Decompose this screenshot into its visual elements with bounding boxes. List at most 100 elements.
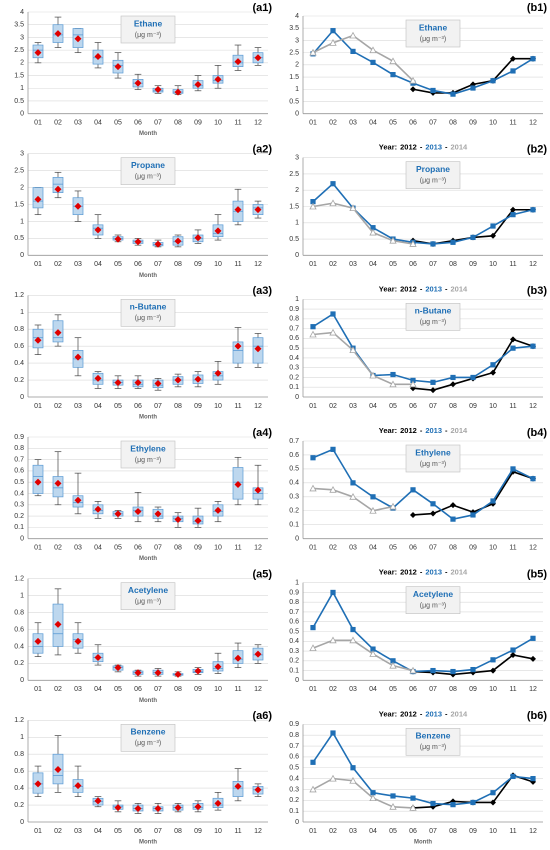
marker <box>389 380 397 388</box>
marker <box>490 799 496 806</box>
mean-marker <box>94 52 102 60</box>
y-tick-label: 0 <box>295 252 299 259</box>
y-tick-label: 0.8 <box>14 445 24 452</box>
y-tick-label: 0.9 <box>289 306 299 313</box>
marker <box>369 650 377 657</box>
marker <box>369 46 377 54</box>
marker <box>490 369 496 376</box>
marker <box>330 28 336 34</box>
annotation-unit: (μg m⁻³) <box>420 744 446 751</box>
legend-entry: 2012 <box>400 284 417 293</box>
x-tick-label: 10 <box>214 120 222 127</box>
marker <box>510 345 516 351</box>
mean-marker <box>94 226 102 234</box>
annotation-name: Acetylene <box>413 589 453 599</box>
marker <box>510 55 516 62</box>
y-tick-label: 1.2 <box>14 717 24 724</box>
marker <box>430 501 436 507</box>
x-tick-label: 06 <box>409 261 417 268</box>
panel-label: (a1) <box>252 2 272 14</box>
mean-marker <box>94 505 102 513</box>
y-tick-label: 0.2 <box>14 660 24 667</box>
legend-separator: - <box>420 709 423 718</box>
legend: Year: 2012-2013-2014 <box>379 709 468 718</box>
x-tick-label: 05 <box>389 403 397 410</box>
y-tick-label: 0.7 <box>289 743 299 750</box>
annotation-name: Benzene <box>416 731 451 741</box>
panel-label: (b3) <box>527 285 548 297</box>
marker <box>349 346 357 354</box>
annotation-name: Ethane <box>134 18 163 28</box>
x-tick-label: 11 <box>234 120 241 127</box>
mean-marker <box>154 510 162 518</box>
marker <box>450 802 456 808</box>
legend-separator: - <box>445 709 448 718</box>
x-tick-label: 02 <box>329 120 337 127</box>
x-tick-label: 08 <box>174 545 182 552</box>
annotation-unit: (μg m⁻³) <box>420 319 446 326</box>
y-tick-label: 0.9 <box>289 721 299 728</box>
y-tick-label: 0 <box>20 819 24 826</box>
x-tick-label: 05 <box>114 261 122 268</box>
x-tick-label: 04 <box>369 828 377 835</box>
mean-marker <box>174 376 182 384</box>
y-tick-label: 1 <box>20 309 24 316</box>
marker <box>410 86 416 93</box>
x-tick-label: 09 <box>469 828 477 835</box>
panel-label: (b4) <box>527 427 548 439</box>
y-tick-label: 0.1 <box>14 524 24 531</box>
x-tick-label: 11 <box>509 686 516 693</box>
x-tick-label: 08 <box>174 120 182 127</box>
y-tick-label: 0.5 <box>14 479 24 486</box>
legend: Year: 2012-2013-2014 <box>379 284 468 293</box>
panel-label: (a3) <box>252 285 272 297</box>
mean-marker <box>254 486 262 494</box>
x-axis-label: Month <box>414 840 432 846</box>
x-tick-label: 09 <box>469 120 477 127</box>
mean-marker <box>154 86 162 94</box>
x-tick-label: 08 <box>449 686 457 693</box>
marker <box>349 492 357 500</box>
y-tick-label: 0.1 <box>289 522 299 529</box>
x-tick-label: 04 <box>369 686 377 693</box>
x-tick-label: 08 <box>174 261 182 268</box>
marker <box>349 31 357 39</box>
series-line <box>312 448 534 520</box>
x-tick-label: 08 <box>174 403 182 410</box>
x-tick-label: 07 <box>429 545 437 552</box>
mean-marker <box>74 35 82 43</box>
mean-marker <box>74 353 82 361</box>
y-tick-label: 0.6 <box>289 619 299 626</box>
marker <box>510 212 516 218</box>
annotation-unit: (μg m⁻³) <box>135 457 161 464</box>
marker <box>490 498 496 504</box>
marker <box>430 379 436 385</box>
panel-label: (b6) <box>527 710 548 722</box>
mean-marker <box>174 670 182 678</box>
x-tick-label: 10 <box>214 686 222 693</box>
legend-separator: - <box>445 143 448 152</box>
marker <box>530 775 536 782</box>
marker <box>349 204 357 212</box>
mean-marker <box>214 799 222 807</box>
marker <box>490 232 496 239</box>
x-tick-label: 09 <box>469 261 477 268</box>
mean-marker <box>194 803 202 811</box>
marker <box>370 646 376 652</box>
y-tick-label: 0.3 <box>14 502 24 509</box>
x-tick-label: 03 <box>74 403 82 410</box>
x-tick-label: 04 <box>94 261 102 268</box>
annotation-box <box>120 440 176 469</box>
marker <box>450 381 456 388</box>
legend-entry: 2013 <box>425 284 442 293</box>
y-tick-label: 0.1 <box>289 667 299 674</box>
annotation-unit: (μg m⁻³) <box>420 178 446 185</box>
x-tick-label: 09 <box>469 686 477 693</box>
y-tick-label: 1.5 <box>289 203 299 210</box>
mean-marker <box>34 478 42 486</box>
y-tick-label: 0.2 <box>289 658 299 665</box>
x-tick-label: 05 <box>389 828 397 835</box>
mean-marker <box>194 375 202 383</box>
x-tick-label: 06 <box>134 403 142 410</box>
